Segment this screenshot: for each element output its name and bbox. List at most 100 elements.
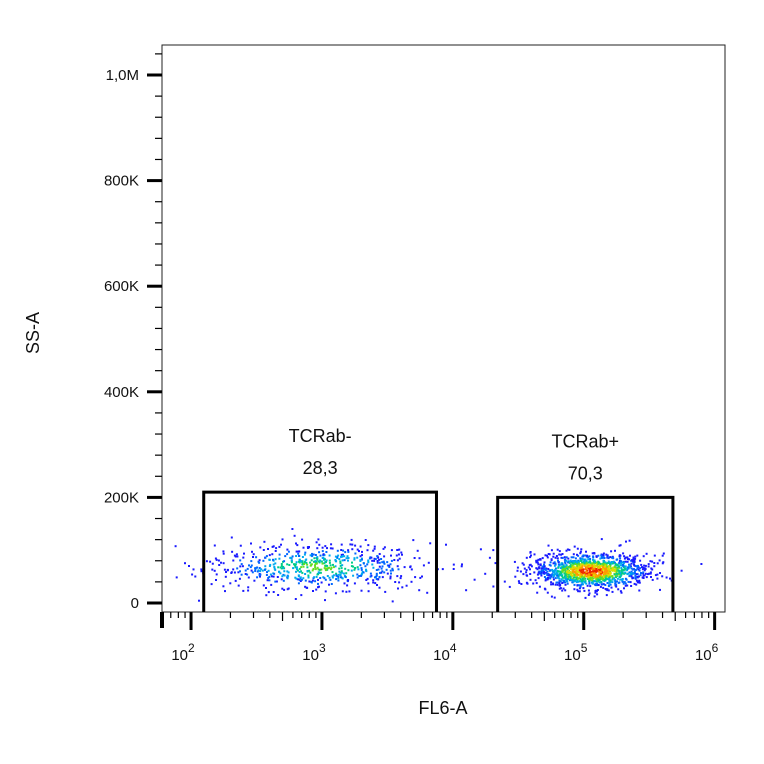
event-dot xyxy=(274,568,277,571)
event-dot xyxy=(248,564,250,567)
event-dot xyxy=(272,575,275,578)
event-dot xyxy=(637,581,640,584)
event-dot xyxy=(272,563,275,566)
event-dot xyxy=(578,577,581,580)
event-dot xyxy=(573,570,576,573)
event-dot xyxy=(602,571,605,574)
event-dot xyxy=(540,574,543,577)
event-dot xyxy=(609,562,611,565)
event-dot xyxy=(222,585,225,588)
event-dot xyxy=(619,590,622,593)
event-dot xyxy=(564,565,567,568)
event-dot xyxy=(552,582,554,585)
event-dot xyxy=(638,569,641,572)
event-dot xyxy=(602,575,605,578)
event-dot xyxy=(588,569,591,572)
event-dot xyxy=(579,574,582,577)
event-dot xyxy=(356,556,359,559)
event-dot xyxy=(630,562,633,565)
event-dot xyxy=(618,566,620,569)
event-dot xyxy=(630,559,633,562)
event-dot xyxy=(596,593,599,596)
event-dot xyxy=(573,560,576,563)
event-dot xyxy=(390,554,392,557)
event-dot xyxy=(268,575,271,578)
event-dot xyxy=(578,569,581,572)
event-dot xyxy=(616,568,619,571)
event-dot xyxy=(607,578,610,580)
event-dot xyxy=(565,576,568,578)
event-dot xyxy=(561,576,564,579)
event-dot xyxy=(639,574,642,577)
event-dot xyxy=(281,538,284,541)
y-tick-label: 200K xyxy=(104,489,139,506)
event-dot xyxy=(388,564,391,567)
event-dot xyxy=(297,582,300,585)
event-dot xyxy=(296,568,298,571)
event-dot xyxy=(347,549,350,552)
event-dot xyxy=(318,568,321,571)
event-dot xyxy=(562,566,565,569)
event-dot xyxy=(623,587,625,590)
event-dot xyxy=(294,566,297,569)
event-dot xyxy=(350,565,353,568)
event-dot xyxy=(641,566,643,569)
event-dot xyxy=(648,572,651,575)
event-dot xyxy=(323,577,326,580)
event-dot xyxy=(600,538,603,541)
event-dot xyxy=(372,566,375,569)
event-dot xyxy=(593,567,596,570)
event-dot xyxy=(324,590,327,593)
event-dot xyxy=(284,555,287,558)
event-dot xyxy=(308,580,311,583)
event-dot xyxy=(315,562,318,565)
event-dot xyxy=(349,543,352,546)
event-dot xyxy=(322,556,325,559)
event-dot xyxy=(306,546,309,549)
event-dot xyxy=(222,550,225,553)
event-dot xyxy=(280,567,283,570)
event-dot xyxy=(583,562,586,565)
event-dot xyxy=(398,548,401,551)
event-dot xyxy=(232,559,235,562)
event-dot xyxy=(568,562,571,565)
event-dot xyxy=(630,567,633,570)
event-dot xyxy=(589,567,592,570)
event-dot xyxy=(573,576,576,579)
event-dot xyxy=(266,579,269,582)
event-dot xyxy=(389,563,392,566)
event-dot xyxy=(567,595,570,598)
event-dot xyxy=(396,549,399,551)
event-dot xyxy=(535,561,538,564)
event-dot xyxy=(607,585,610,588)
event-dot xyxy=(344,567,347,570)
event-dot xyxy=(441,568,444,571)
event-dot xyxy=(606,556,609,559)
event-dot xyxy=(636,565,639,568)
event-dot xyxy=(529,556,532,559)
event-dot xyxy=(377,556,380,559)
event-dot xyxy=(588,582,591,585)
event-dot xyxy=(326,567,329,570)
event-dot xyxy=(381,570,384,573)
event-dot xyxy=(339,562,342,565)
event-dot xyxy=(340,549,343,551)
event-dot xyxy=(267,591,270,594)
event-dot xyxy=(610,562,613,565)
event-dot xyxy=(247,586,250,589)
event-dot xyxy=(607,589,610,592)
event-dot xyxy=(236,567,239,570)
event-dot xyxy=(246,573,249,576)
event-dot xyxy=(582,554,585,557)
event-dot xyxy=(565,549,568,552)
event-dot xyxy=(606,578,608,581)
event-dot xyxy=(578,590,581,593)
event-dot xyxy=(306,570,309,572)
event-dot xyxy=(569,577,572,580)
event-dot xyxy=(550,549,553,552)
event-dot xyxy=(527,566,530,569)
event-dot xyxy=(403,566,406,569)
event-dot xyxy=(557,561,560,564)
event-dot xyxy=(602,583,605,586)
event-dot xyxy=(566,567,569,570)
